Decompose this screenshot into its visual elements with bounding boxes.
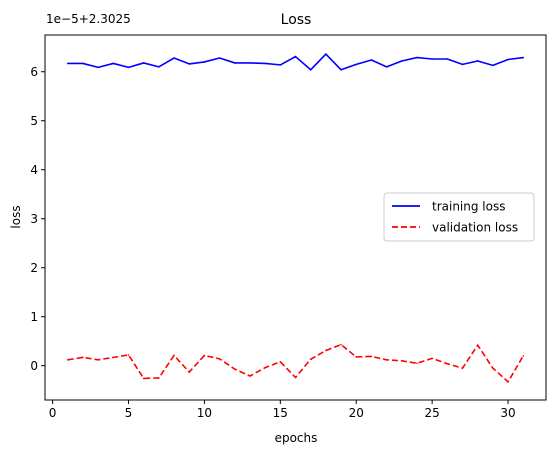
validation-loss-point — [158, 377, 160, 379]
validation-loss-point — [279, 360, 282, 363]
training-loss-point — [416, 56, 418, 59]
validation-loss-point — [385, 359, 388, 361]
x-tick-label: 20 — [349, 406, 364, 420]
validation-loss-point — [97, 359, 99, 361]
plot-frame — [44, 34, 547, 401]
validation-loss-point — [82, 356, 84, 359]
legend: training loss validation loss — [383, 192, 535, 242]
plot-area: 0 5 10 15 20 25 30 0 1 2 3 4 5 6 — [30, 65, 515, 420]
training-loss-point — [507, 58, 509, 61]
validation-loss-point — [416, 362, 418, 365]
legend-training-label: training loss — [432, 200, 505, 214]
validation-loss-point — [476, 344, 479, 346]
training-loss-point — [158, 66, 160, 68]
x-tick-label: 0 — [49, 406, 57, 420]
validation-loss-point — [233, 368, 236, 370]
training-loss-point — [82, 62, 84, 65]
training-loss-point — [294, 55, 297, 58]
y-tick-label: 5 — [30, 114, 38, 128]
training-loss-point — [97, 66, 99, 69]
training-loss-point — [325, 53, 327, 55]
validation-loss-point — [173, 354, 175, 357]
training-loss-point — [309, 68, 312, 71]
y-tick-label: 4 — [30, 163, 38, 177]
validation-loss-point — [355, 356, 358, 358]
training-loss-point — [385, 66, 388, 68]
y-tick-label: 3 — [30, 212, 38, 226]
x-tick-label: 5 — [125, 406, 133, 420]
legend-validation-label: validation loss — [432, 221, 518, 235]
validation-loss-point — [507, 381, 509, 383]
training-loss-point — [188, 63, 191, 65]
x-tick-label: 15 — [273, 406, 288, 420]
x-tick-label: 25 — [424, 406, 439, 420]
chart-title: Loss — [281, 12, 312, 28]
training-loss-point — [218, 57, 221, 59]
training-loss-point — [264, 62, 266, 65]
validation-loss-point — [325, 349, 327, 352]
y-axis-label: loss — [9, 205, 23, 228]
y-tick-label: 2 — [30, 261, 38, 275]
training-loss-point — [400, 60, 403, 62]
training-loss-point — [522, 56, 525, 59]
training-loss-point — [370, 59, 373, 61]
validation-loss-point — [188, 371, 191, 373]
validation-loss-point — [309, 358, 312, 361]
x-tick-label: 10 — [197, 406, 212, 420]
training-loss-point — [461, 63, 464, 66]
y-tick-label: 0 — [30, 359, 38, 373]
training-loss-point — [355, 63, 358, 66]
validation-loss-point — [218, 358, 221, 360]
x-axis-label: epochs — [275, 431, 318, 445]
validation-loss-point — [492, 367, 494, 369]
training-loss-point — [446, 58, 449, 60]
legend-box — [383, 192, 535, 242]
validation-loss-point — [203, 354, 206, 357]
training-loss-point — [112, 62, 115, 65]
training-loss-point — [66, 62, 69, 65]
validation-loss-point — [249, 375, 251, 377]
validation-loss-point — [112, 356, 115, 359]
series-group — [66, 53, 525, 383]
training-loss-point — [340, 68, 342, 71]
x-tick-label: 30 — [500, 406, 515, 420]
training-loss-point — [279, 64, 282, 66]
training-loss-point — [142, 62, 145, 64]
validation-loss-point — [370, 355, 373, 358]
validation-loss-point — [264, 366, 266, 369]
validation-loss-point — [522, 355, 525, 357]
validation-loss-point — [400, 360, 403, 362]
training-loss-point — [476, 60, 479, 62]
validation-loss-point — [142, 377, 145, 380]
y-offset-label: 1e−5+2.3025 — [46, 12, 131, 26]
training-loss-point — [173, 57, 175, 59]
validation-loss-point — [294, 376, 297, 379]
validation-loss-point — [127, 354, 130, 356]
training-loss-point — [492, 64, 494, 67]
training-loss-point — [127, 66, 130, 69]
validation-loss-point — [461, 367, 464, 369]
validation-loss-point — [340, 343, 342, 346]
validation-loss-point — [66, 359, 69, 361]
training-loss-point — [203, 61, 206, 63]
training-loss-point — [233, 62, 236, 64]
y-tick-label: 1 — [30, 310, 38, 324]
training-loss-point — [249, 62, 251, 64]
training-loss-point — [431, 58, 433, 60]
validation-loss-point — [431, 357, 433, 360]
validation-loss-point — [446, 362, 449, 365]
y-tick-label: 6 — [30, 65, 38, 79]
